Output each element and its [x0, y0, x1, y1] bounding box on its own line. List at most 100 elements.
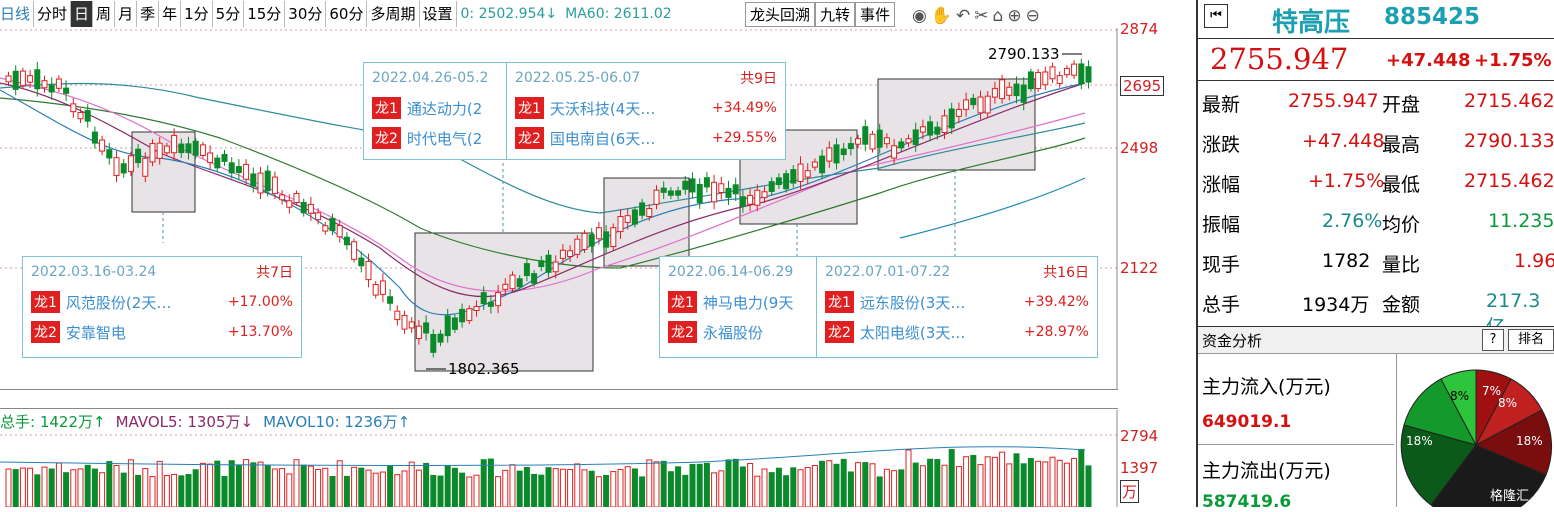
stock-name[interactable]: 风范股份(2天…	[65, 293, 172, 312]
help-button[interactable]: ?	[1482, 329, 1504, 351]
stat-value: +1.75%	[1308, 170, 1385, 192]
candle	[192, 140, 199, 156]
dragon-popup[interactable]: 2022.07.01-07.22 共16日 龙1 远东股份(3天… +39.42% 龙…	[816, 256, 1098, 358]
candle	[941, 115, 948, 134]
candle	[394, 310, 401, 321]
candle	[631, 209, 638, 225]
volume-bar	[142, 468, 149, 507]
quote-panel: ⏮ 特高压 885425 2755.947 +47.448 +1.75% 最新 …	[1196, 0, 1554, 512]
stat-label: 最高	[1382, 134, 1421, 156]
candle	[999, 79, 1006, 100]
dragon-popup[interactable]: 2022.03.16-03.24 共7日 龙1 风范股份(2天… +17.00% 龙2…	[22, 256, 302, 358]
volume-bar	[243, 459, 250, 507]
volume-bar	[178, 475, 185, 507]
eye-icon[interactable]: ◉	[912, 6, 927, 26]
stock-name[interactable]: 永福股份	[702, 323, 763, 342]
tab-1min[interactable]: 1分	[181, 1, 213, 27]
tab-nine-turn[interactable]: 九转	[815, 2, 856, 27]
dragon-popup[interactable]: 2022.06.14-06.29 龙1 神马电力(9天 龙2 永福股份	[659, 256, 823, 358]
candle	[768, 181, 775, 192]
zoom-out-icon[interactable]: ⊖	[1025, 6, 1040, 26]
volume-bar	[588, 470, 595, 507]
stat-label: 均价	[1382, 214, 1421, 236]
tab-5min[interactable]: 5分	[213, 1, 245, 27]
candle	[257, 172, 264, 194]
dragon-popup[interactable]: 2022.04.26-05.2 龙1 通达动力(2 龙2 时代电气(2	[363, 62, 515, 160]
volume-bar	[358, 467, 365, 507]
candle	[12, 70, 19, 90]
zoom-in-icon[interactable]: ⊕	[1007, 6, 1022, 26]
volume-bar	[826, 460, 833, 507]
popup-date: 2022.05.25-06.07	[515, 70, 641, 86]
volume-bar	[365, 469, 372, 507]
candle	[811, 161, 818, 168]
tab-intraday[interactable]: 分时	[34, 1, 72, 27]
fund-analysis-header: 资金分析 ? 排名	[1198, 326, 1554, 354]
volume-bar	[199, 462, 206, 507]
stat-value: 2755.947	[1288, 90, 1379, 112]
stock-name[interactable]: 天沃科技(4天…	[549, 99, 656, 118]
ranking-button[interactable]: 排名	[1508, 329, 1554, 351]
stock-name[interactable]: 远东股份(3天…	[859, 293, 966, 312]
tab-month[interactable]: 月	[115, 1, 138, 27]
tab-15min[interactable]: 15分	[244, 1, 286, 27]
stock-name[interactable]: 时代电气(2	[406, 129, 483, 148]
volume-bar	[840, 458, 847, 507]
volume-bar	[984, 456, 991, 507]
volume-bar	[639, 476, 646, 507]
dragon-tag: 龙1	[372, 97, 401, 119]
hand-icon[interactable]: ✋	[930, 6, 953, 26]
candlestick-chart[interactable]: 2790.133 1802.365	[0, 28, 1118, 390]
candle	[862, 126, 869, 145]
stat-label: 现手	[1202, 254, 1241, 276]
stock-name[interactable]: 安靠智电	[65, 323, 126, 342]
tab-daily-line[interactable]: 日线	[0, 1, 35, 27]
volume-bar	[912, 462, 919, 507]
dragon-popup[interactable]: 2022.05.25-06.07 共9日 龙1 天沃科技(4天… +34.49% 龙2…	[506, 62, 786, 160]
stock-pct: +34.49%	[711, 100, 777, 116]
candle	[660, 187, 667, 193]
stock-name[interactable]: 太阳电缆(3天…	[859, 323, 966, 342]
volume-bar	[567, 468, 574, 507]
fund-pie-chart[interactable]: 8% 7% 8% 18% 18% 格隆汇	[1398, 360, 1554, 507]
tab-quarter[interactable]: 季	[137, 1, 160, 27]
price-axis-label: 2122	[1120, 259, 1159, 277]
candle	[919, 126, 926, 133]
popup-total: 共9日	[740, 71, 777, 87]
ma60-readout: MA60: 2611.02	[565, 6, 672, 22]
candle	[1063, 67, 1070, 76]
lock-icon[interactable]: ⌂	[992, 6, 1004, 26]
volume-bar	[487, 458, 494, 507]
tab-30min[interactable]: 30分	[285, 1, 327, 27]
candle	[552, 261, 559, 273]
back-icon[interactable]: ⏮	[1204, 4, 1228, 28]
tab-week[interactable]: 周	[93, 1, 116, 27]
volume-bar	[1049, 456, 1056, 507]
tab-multi-period[interactable]: 多周期	[367, 1, 420, 27]
candle	[1071, 63, 1078, 76]
scissors-icon[interactable]: ✂	[974, 6, 989, 26]
stock-name[interactable]: 通达动力(2	[406, 99, 483, 118]
volume-bar	[279, 468, 286, 507]
volume-bar	[48, 468, 55, 507]
stock-name[interactable]: 神马电力(9天	[702, 293, 794, 312]
stat-value: 1.96	[1514, 250, 1554, 272]
candle	[675, 190, 682, 196]
candle	[725, 187, 732, 198]
tab-events[interactable]: 事件	[855, 2, 896, 27]
tab-60min[interactable]: 60分	[326, 1, 368, 27]
volume-chart[interactable]	[0, 410, 1118, 507]
undo-icon[interactable]: ↶	[956, 6, 971, 26]
tab-settings[interactable]: 设置	[420, 1, 457, 27]
volume-bar	[804, 466, 811, 507]
stat-value: 2790.133	[1464, 130, 1554, 152]
tab-dragon-review[interactable]: 龙头回溯	[745, 2, 816, 27]
candle	[271, 176, 278, 195]
candle	[163, 145, 170, 154]
volume-bar	[646, 459, 653, 507]
candle	[495, 292, 502, 307]
stock-name[interactable]: 国电南自(6天…	[549, 129, 656, 148]
tab-year[interactable]: 年	[159, 1, 182, 27]
tab-day[interactable]: 日	[71, 1, 94, 27]
candle	[1078, 63, 1085, 85]
